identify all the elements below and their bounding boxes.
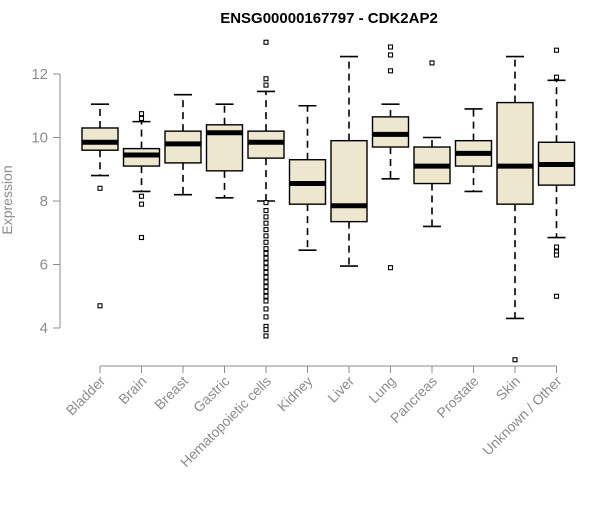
outlier-point xyxy=(263,250,269,256)
outlier-point xyxy=(429,60,435,66)
box-breast xyxy=(164,93,202,196)
outlier-point xyxy=(263,265,269,271)
iqr-box xyxy=(81,127,119,151)
box-kidney xyxy=(288,104,327,252)
outlier-point xyxy=(138,193,145,199)
outlier-point xyxy=(387,52,394,58)
outlier-point xyxy=(553,293,560,299)
outlier-point xyxy=(263,246,269,252)
outlier-point xyxy=(263,293,269,299)
outlier-point xyxy=(263,269,269,275)
x-tick-label: Brain xyxy=(115,373,149,407)
box-skin xyxy=(496,55,534,363)
outlier-point xyxy=(97,185,103,191)
outlier-point xyxy=(263,227,269,233)
box-gastric xyxy=(205,103,244,199)
outlier-point xyxy=(553,74,560,80)
outlier-point xyxy=(97,303,103,309)
box-hematopoietic-cells xyxy=(247,39,285,339)
outlier-point xyxy=(263,255,269,261)
outlier-point xyxy=(387,44,394,50)
y-axis: 4 6 8 10 12 xyxy=(31,66,61,337)
y-tick-label: 6 xyxy=(40,257,48,274)
x-tick-label: Kidney xyxy=(274,373,316,415)
outlier-point xyxy=(512,357,518,363)
y-tick-label: 12 xyxy=(31,66,48,83)
outlier-point xyxy=(263,260,269,266)
x-tick-label: Lung xyxy=(365,373,398,406)
outlier-point xyxy=(263,284,269,290)
y-axis-label: Expression xyxy=(0,165,15,234)
outlier-point xyxy=(263,220,269,226)
box-prostate xyxy=(454,108,493,193)
x-tick-label: Prostate xyxy=(433,373,481,421)
outlier-point xyxy=(138,234,145,241)
outlier-point xyxy=(263,214,269,220)
outlier-point xyxy=(138,115,145,121)
outlier-point xyxy=(263,82,269,88)
box-unknown-other xyxy=(537,47,576,299)
x-tick-label: Breast xyxy=(151,373,191,413)
outlier-point xyxy=(553,244,560,250)
box-brain xyxy=(122,111,161,241)
x-tick-label: Liver xyxy=(324,373,357,406)
outlier-point xyxy=(263,298,269,304)
y-tick-label: 4 xyxy=(40,320,48,337)
outlier-point xyxy=(263,274,269,280)
chart-title: ENSG00000167797 - CDK2AP2 xyxy=(220,10,438,27)
outlier-point xyxy=(263,288,269,295)
outlier-point xyxy=(263,207,269,214)
outlier-point xyxy=(263,306,269,312)
outlier-point xyxy=(263,279,269,285)
outlier-point xyxy=(263,39,269,45)
outlier-point xyxy=(138,111,145,117)
box-pancreas xyxy=(413,60,451,228)
outlier-point xyxy=(263,76,269,82)
outlier-point xyxy=(263,239,269,245)
outlier-point xyxy=(263,200,269,206)
y-tick-label: 10 xyxy=(31,130,48,147)
box-lung xyxy=(371,44,410,271)
outlier-point xyxy=(138,201,145,207)
outlier-point xyxy=(553,252,560,258)
plot-area xyxy=(81,39,576,363)
iqr-box xyxy=(330,139,368,223)
outlier-point xyxy=(387,68,394,74)
y-tick-label: 8 xyxy=(40,193,48,210)
outlier-point xyxy=(263,314,269,320)
outlier-point xyxy=(263,333,269,339)
iqr-box xyxy=(496,101,534,205)
outlier-point xyxy=(263,233,269,239)
iqr-box xyxy=(164,130,202,164)
x-tick-label: Bladder xyxy=(63,373,109,419)
x-tick-label: Skin xyxy=(493,373,524,404)
outlier-point xyxy=(553,47,560,53)
x-tick-label: Unknown / Other xyxy=(479,373,565,459)
box-liver xyxy=(330,55,368,267)
outlier-point xyxy=(387,265,394,271)
outlier-point xyxy=(263,327,269,333)
box-bladder xyxy=(81,103,119,309)
